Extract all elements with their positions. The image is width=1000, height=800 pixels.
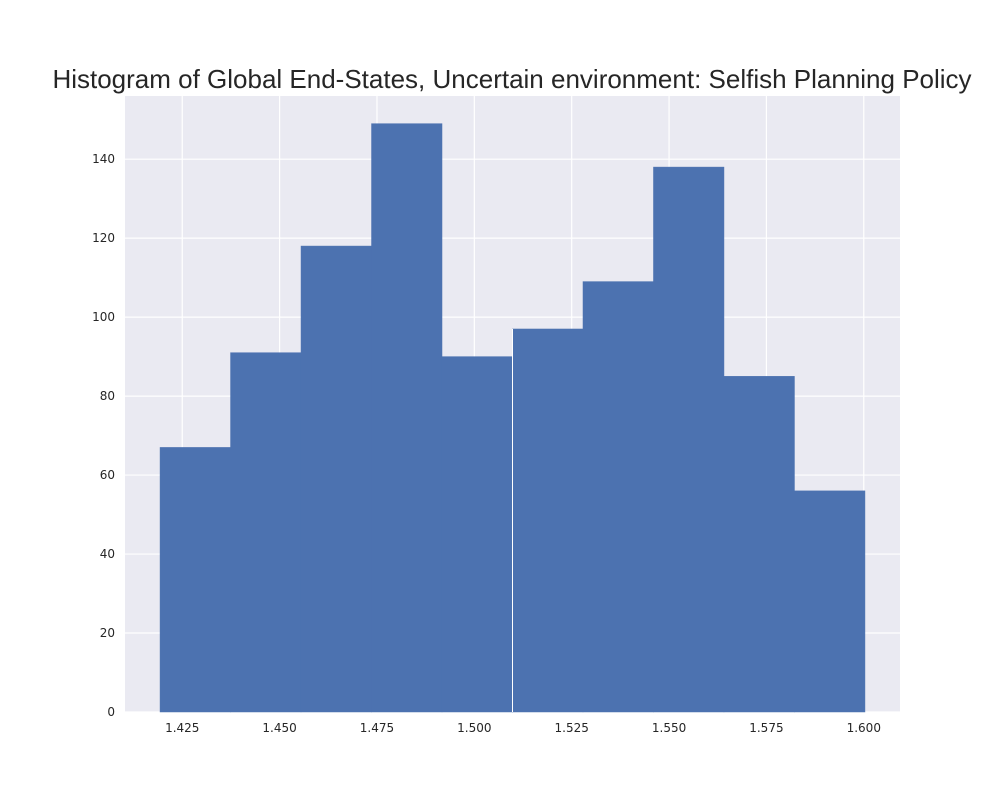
x-tick-label: 1.450 bbox=[262, 721, 296, 735]
histogram-bar bbox=[653, 166, 725, 713]
x-tick-label: 1.575 bbox=[749, 721, 783, 735]
x-tick-label: 1.500 bbox=[457, 721, 491, 735]
histogram-bar bbox=[794, 490, 866, 713]
histogram-bar bbox=[582, 281, 654, 713]
histogram-bar bbox=[371, 123, 443, 713]
histogram-bar bbox=[230, 352, 302, 713]
histogram-bar bbox=[159, 447, 231, 713]
x-axis-ticks: 1.425 1.450 1.475 1.500 1.525 1.550 1.575 1.600 bbox=[165, 721, 881, 735]
y-tick-label: 120 bbox=[92, 231, 115, 245]
y-axis-ticks: 0 20 40 60 80 100 120 140 bbox=[92, 152, 115, 719]
x-tick-label: 1.525 bbox=[555, 721, 589, 735]
y-tick-label: 60 bbox=[100, 468, 115, 482]
x-tick-label: 1.600 bbox=[847, 721, 881, 735]
chart-title: Histogram of Global End-States, Uncertai… bbox=[52, 64, 971, 94]
x-tick-label: 1.475 bbox=[360, 721, 394, 735]
histogram-bar bbox=[512, 328, 584, 713]
histogram-bar bbox=[300, 245, 372, 713]
y-tick-label: 80 bbox=[100, 389, 115, 403]
histogram-bar bbox=[723, 376, 795, 713]
y-tick-label: 100 bbox=[92, 310, 115, 324]
x-tick-label: 1.425 bbox=[165, 721, 199, 735]
y-tick-label: 0 bbox=[107, 705, 115, 719]
x-tick-label: 1.550 bbox=[652, 721, 686, 735]
y-tick-label: 140 bbox=[92, 152, 115, 166]
y-tick-label: 20 bbox=[100, 626, 115, 640]
y-tick-label: 40 bbox=[100, 547, 115, 561]
histogram-bars bbox=[159, 123, 866, 713]
histogram-bar bbox=[441, 356, 513, 713]
